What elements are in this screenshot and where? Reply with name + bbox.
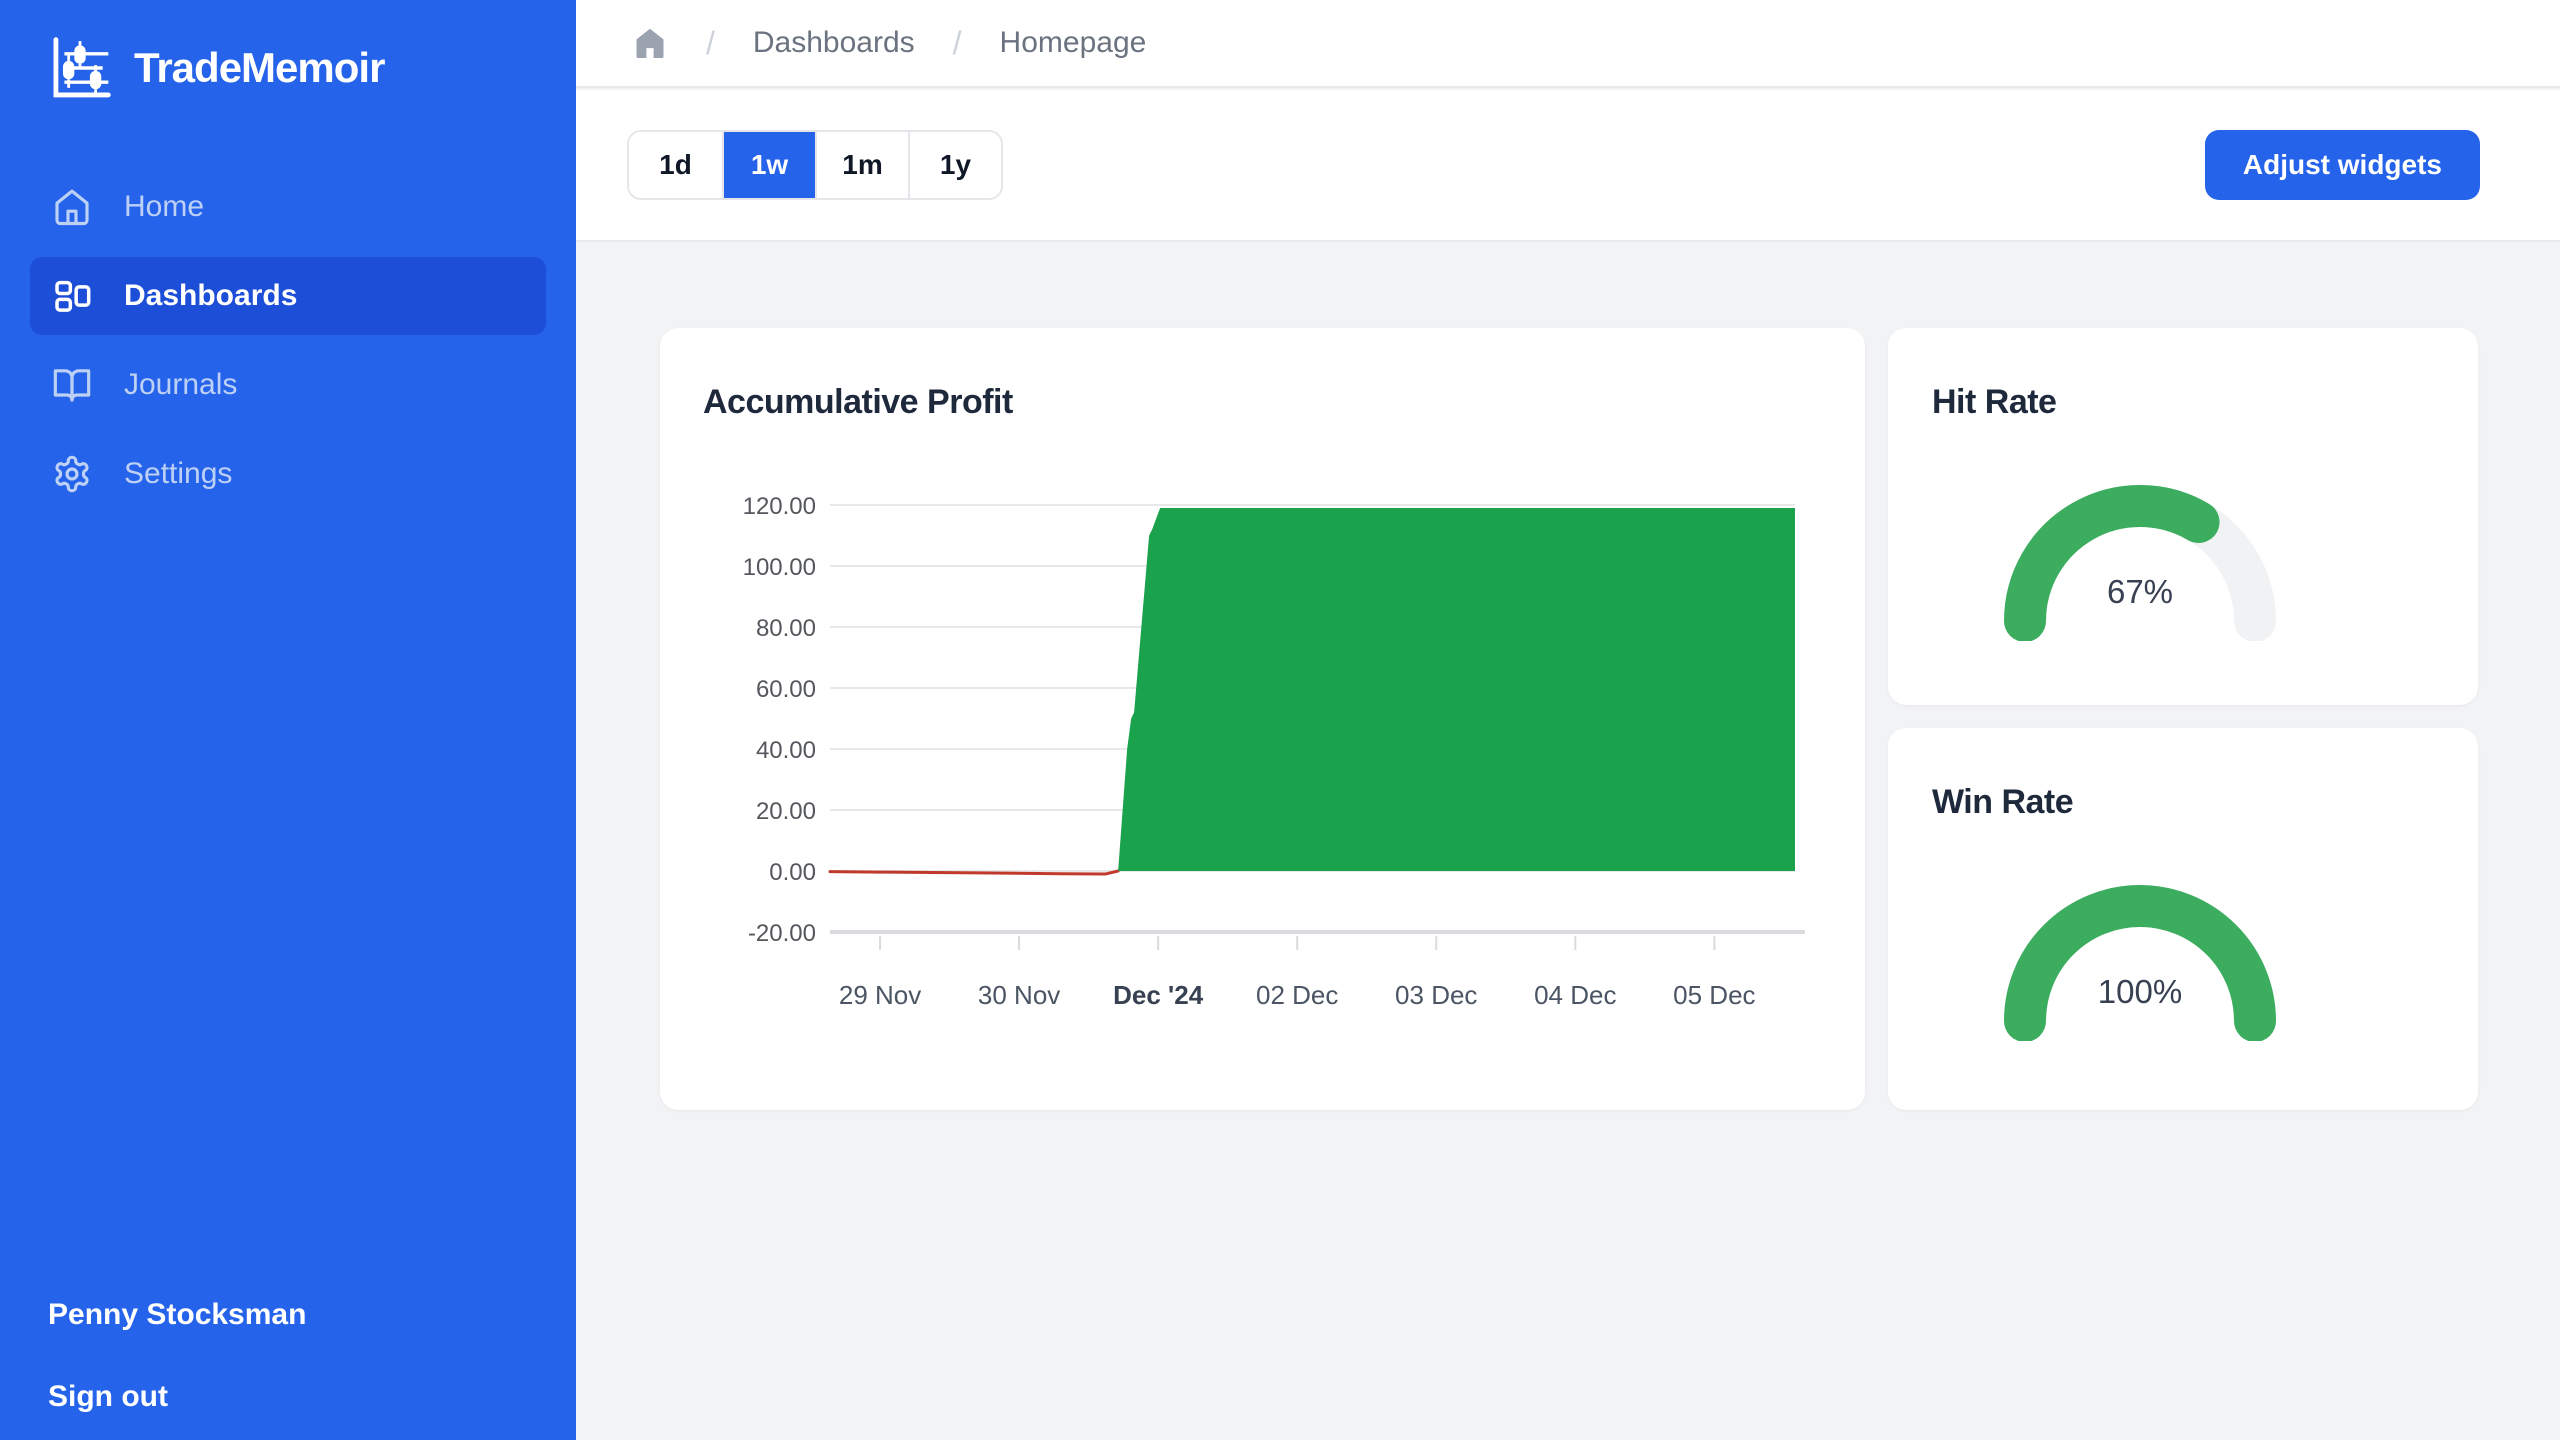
home-icon bbox=[52, 187, 92, 227]
x-axis-label: 05 Dec bbox=[1673, 980, 1755, 1010]
sidebar-item-label: Journals bbox=[124, 368, 238, 401]
gauge-value-arc bbox=[2004, 485, 2220, 641]
gauge-value-label: 100% bbox=[2098, 973, 2182, 1010]
x-axis-label: 29 Nov bbox=[839, 980, 921, 1010]
x-axis-label: Dec '24 bbox=[1113, 980, 1204, 1010]
sidebar-item-settings[interactable]: Settings bbox=[30, 435, 546, 513]
x-axis-label: 04 Dec bbox=[1534, 980, 1616, 1010]
hit-rate-card: Hit Rate 67% bbox=[1888, 328, 2478, 705]
candlestick-chart-logo-icon bbox=[46, 34, 114, 102]
breadcrumb: / Dashboards / Homepage bbox=[632, 0, 1146, 86]
y-axis-label: 60.00 bbox=[756, 676, 816, 703]
hit-rate-gauge: 67% bbox=[2004, 485, 2276, 641]
win-rate-title: Win Rate bbox=[1932, 783, 2074, 821]
accumulative-profit-card: Accumulative Profit 120.00 100.00 80.00 60.… bbox=[660, 328, 1865, 1110]
y-axis-label: 120.00 bbox=[743, 493, 816, 520]
user-name: Penny Stocksman bbox=[48, 1298, 307, 1331]
toolbar: 1d 1w 1m 1y Adjust widgets bbox=[576, 90, 2560, 242]
dashboard-content: Accumulative Profit 120.00 100.00 80.00 60.… bbox=[576, 242, 2560, 1440]
x-axis-label: 03 Dec bbox=[1395, 980, 1477, 1010]
breadcrumb-separator: / bbox=[706, 24, 715, 61]
dashboard-icon bbox=[52, 276, 92, 316]
negative-profit-line bbox=[828, 869, 1120, 876]
app-logo: TradeMemoir bbox=[46, 34, 385, 102]
gear-icon bbox=[52, 454, 92, 494]
breadcrumb-item-homepage[interactable]: Homepage bbox=[999, 26, 1147, 59]
range-1w-button[interactable]: 1w bbox=[722, 132, 815, 198]
breadcrumb-item-dashboards[interactable]: Dashboards bbox=[752, 26, 915, 59]
range-1d-button[interactable]: 1d bbox=[629, 132, 722, 198]
y-axis-label: 40.00 bbox=[756, 737, 816, 764]
positive-profit-area bbox=[1118, 508, 1795, 871]
range-1y-button[interactable]: 1y bbox=[908, 132, 1001, 198]
win-rate-card: Win Rate 100% bbox=[1888, 728, 2478, 1110]
breadcrumb-home-icon[interactable] bbox=[632, 25, 668, 61]
sidebar-item-home[interactable]: Home bbox=[30, 168, 546, 246]
sidebar-item-label: Dashboards bbox=[124, 279, 298, 312]
sidebar-item-label: Settings bbox=[124, 457, 233, 490]
sign-out-link[interactable]: Sign out bbox=[48, 1380, 168, 1413]
y-axis-label: 80.00 bbox=[756, 615, 816, 642]
sidebar-item-dashboards[interactable]: Dashboards bbox=[30, 257, 546, 335]
y-axis-label: 0.00 bbox=[769, 859, 816, 886]
win-rate-gauge: 100% bbox=[2004, 885, 2276, 1041]
sidebar-nav: Home Dashboards Journals bbox=[30, 168, 546, 524]
gauge-value-label: 67% bbox=[2107, 573, 2173, 610]
y-axis-label: 20.00 bbox=[756, 798, 816, 825]
chart-title: Accumulative Profit bbox=[703, 383, 1013, 421]
accumulative-profit-chart: 120.00 100.00 80.00 60.00 40.00 20.00 0.00 -20.… bbox=[743, 493, 1805, 1010]
hit-rate-title: Hit Rate bbox=[1932, 383, 2057, 421]
sidebar-item-label: Home bbox=[124, 190, 205, 223]
y-axis-label: 100.00 bbox=[743, 554, 816, 581]
y-axis-label: -20.00 bbox=[748, 920, 816, 947]
book-open-icon bbox=[52, 365, 92, 405]
x-axis-label: 30 Nov bbox=[978, 980, 1060, 1010]
sidebar-item-journals[interactable]: Journals bbox=[30, 346, 546, 424]
gauge-value-arc bbox=[2004, 885, 2276, 1041]
breadcrumb-bar: / Dashboards / Homepage bbox=[576, 0, 2560, 88]
range-1m-button[interactable]: 1m bbox=[815, 132, 908, 198]
sidebar: TradeMemoir Home Dashboards bbox=[0, 0, 576, 1440]
adjust-widgets-button[interactable]: Adjust widgets bbox=[2204, 130, 2480, 200]
breadcrumb-separator: / bbox=[952, 24, 962, 61]
x-axis-label: 02 Dec bbox=[1256, 980, 1338, 1010]
app-title: TradeMemoir bbox=[134, 44, 385, 91]
time-range-selector: 1d 1w 1m 1y bbox=[627, 130, 1003, 200]
